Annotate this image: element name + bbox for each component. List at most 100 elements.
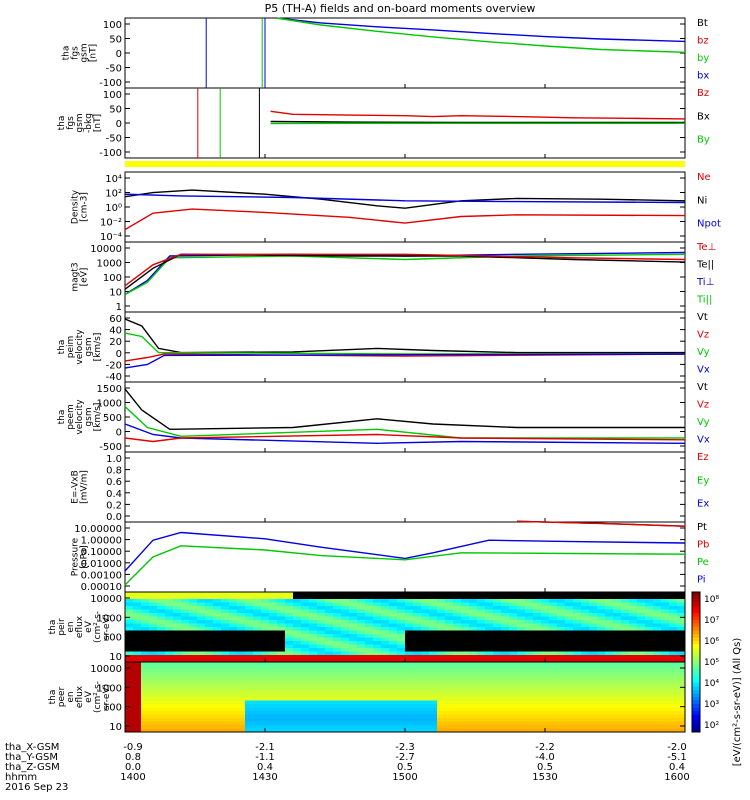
spectrogram-cell <box>453 637 462 642</box>
spectrogram-cell <box>213 616 222 621</box>
spectrogram-cell <box>141 665 150 670</box>
spectrogram-cell <box>317 592 326 596</box>
spectrogram-cell <box>589 613 598 617</box>
spectrogram-cell <box>173 613 182 617</box>
spectrogram-cell <box>261 697 270 701</box>
spectrogram-cell <box>637 602 646 607</box>
spectrogram-cell <box>445 613 454 617</box>
spectrogram-cell <box>677 648 686 652</box>
spectrogram-cell <box>669 623 678 628</box>
spectrogram-cell <box>549 651 558 656</box>
spectrogram-cell <box>253 634 262 638</box>
y-axis-label-line: [km/s] <box>93 403 103 432</box>
spectrogram-cell <box>189 658 198 663</box>
spectrogram-cell <box>429 641 438 645</box>
spectrogram-cell <box>629 700 638 705</box>
spectrogram-cell <box>461 714 470 719</box>
spectrogram-cell <box>565 658 574 663</box>
spectrogram-cell <box>573 658 582 663</box>
spectrogram-cell <box>509 634 518 638</box>
spectrogram-cell <box>653 658 662 663</box>
spectrogram-cell <box>301 606 310 610</box>
spectrogram-cell <box>365 644 374 649</box>
spectrogram-cell <box>501 679 510 684</box>
spectrogram-cell <box>469 704 478 708</box>
spectrogram-cell <box>629 676 638 680</box>
spectrogram-cell <box>173 658 182 663</box>
spectrogram-cell <box>645 658 654 663</box>
spectrogram-cell <box>645 644 654 649</box>
spectrogram-cell <box>509 616 518 621</box>
spectrogram-cell <box>405 616 414 621</box>
y-tick-label: 100 <box>103 273 122 284</box>
spectrogram-cell <box>445 641 454 645</box>
spectrogram-cell <box>453 718 462 722</box>
colorbar-cell <box>692 648 700 652</box>
spectrogram-cell <box>613 711 622 715</box>
spectrogram-cell <box>365 634 374 638</box>
spectrogram-cell <box>485 669 494 673</box>
spectrogram-cell <box>397 693 406 698</box>
spectrogram-cell <box>637 665 646 670</box>
spectrogram-cell <box>661 665 670 670</box>
spectrogram-cell <box>597 655 606 659</box>
spectrogram-cell <box>317 606 326 610</box>
spectrogram-cell <box>413 683 422 687</box>
spectrogram-cell <box>317 651 326 656</box>
spectrogram-cell <box>253 728 262 733</box>
spectrogram-cell <box>469 686 478 691</box>
spectrogram-cell <box>165 704 174 708</box>
spectrogram-cell <box>645 714 654 719</box>
spectrogram-cell <box>437 686 446 691</box>
colorbar-tick-label: 10⁸ <box>704 595 719 605</box>
spectrogram-cell <box>485 662 494 666</box>
spectrogram-cell <box>405 623 414 628</box>
spectrogram-cell <box>365 690 374 694</box>
spectrogram-cell <box>133 658 142 663</box>
ephemeris-value: 0.5 <box>397 762 413 773</box>
spectrogram-cell <box>205 669 214 673</box>
spectrogram-cell <box>341 711 350 715</box>
spectrogram-cell <box>517 721 526 726</box>
spectrogram-cell <box>349 728 358 733</box>
spectrogram-cell <box>661 718 670 722</box>
legend-entry: Vy <box>697 417 710 428</box>
spectrogram-cell <box>213 655 222 659</box>
spectrogram-cell <box>229 676 238 680</box>
spectrogram-cell <box>405 613 414 617</box>
spectrogram-cell <box>141 602 150 607</box>
spectrogram-cell <box>325 655 334 659</box>
spectrogram-cell <box>669 602 678 607</box>
spectrogram-cell <box>381 690 390 694</box>
spectrogram-cell <box>573 637 582 642</box>
spectrogram-cell <box>557 707 566 712</box>
spectrogram-cell <box>533 630 542 635</box>
spectrogram-cell <box>325 714 334 719</box>
spectrogram-cell <box>277 711 286 715</box>
spectrogram-cell <box>365 679 374 684</box>
spectrogram-cell <box>381 711 390 715</box>
spectrogram-cell <box>165 637 174 642</box>
spectrogram-cell <box>437 690 446 694</box>
colorbar-cell <box>692 623 700 628</box>
spectrogram-cell <box>573 686 582 691</box>
spectrogram-cell <box>237 627 246 631</box>
spectrogram-cell <box>469 641 478 645</box>
spectrogram-cell <box>645 665 654 670</box>
spectrogram-cell <box>437 714 446 719</box>
spectrogram-cell <box>517 644 526 649</box>
ephemeris-value: -2.2 <box>535 742 555 753</box>
spectrogram-cell <box>605 644 614 649</box>
spectrogram-cell <box>509 697 518 701</box>
spectrogram-cell <box>173 592 182 596</box>
spectrogram-cell <box>549 711 558 715</box>
spectrogram-cell <box>133 686 142 691</box>
spectrogram-cell <box>285 655 294 659</box>
spectrogram-cell <box>661 637 670 642</box>
spectrogram-cell <box>437 592 446 596</box>
colorbar-cell <box>692 721 700 726</box>
spectrogram-cell <box>573 676 582 680</box>
spectrogram-cell <box>669 686 678 691</box>
spectrogram-cell <box>125 613 134 617</box>
spectrogram-cell <box>453 609 462 614</box>
